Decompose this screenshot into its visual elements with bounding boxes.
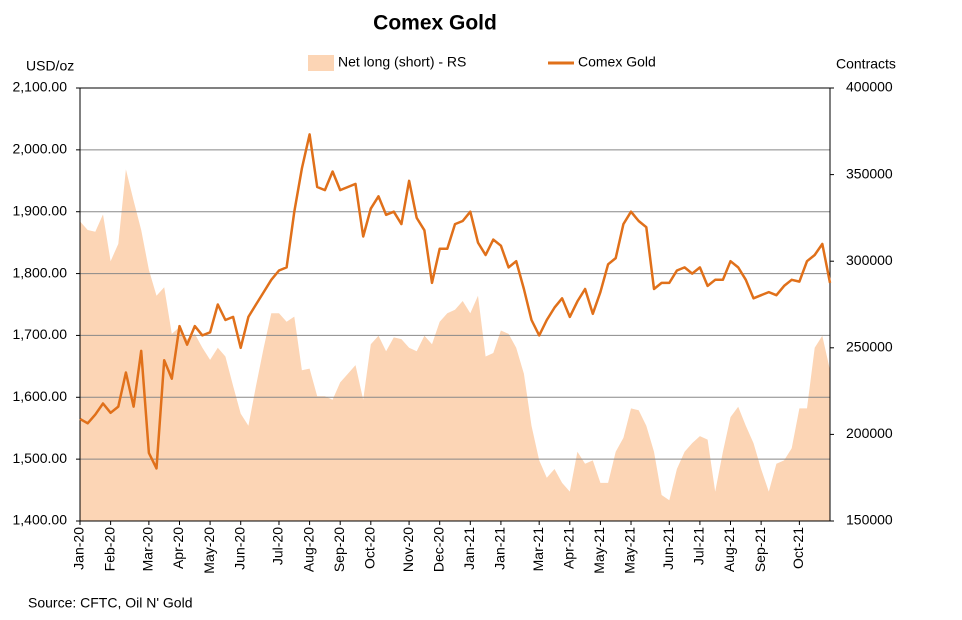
y-tick-label: 1,900.00: [13, 202, 68, 218]
y2-axis-label: Contracts: [836, 56, 896, 72]
x-tick-label: Apr-20: [170, 527, 186, 569]
x-tick-label: May-21: [622, 527, 638, 574]
source-note: Source: CFTC, Oil N' Gold: [28, 595, 193, 611]
x-tick-label: Jul-21: [691, 527, 707, 565]
y-tick-label: 1,700.00: [13, 326, 68, 342]
x-tick-label: May-20: [201, 527, 217, 574]
y2-tick-label: 150000: [846, 512, 893, 528]
x-tick-label: Oct-21: [790, 527, 806, 569]
chart-title: Comex Gold: [373, 12, 497, 35]
y-tick-label: 1,500.00: [13, 450, 68, 466]
y-tick-label: 1,600.00: [13, 388, 68, 404]
x-tick-label: Apr-21: [560, 527, 576, 569]
legend-label: Net long (short) - RS: [338, 54, 466, 70]
y2-tick-label: 350000: [846, 165, 893, 181]
x-tick-label: Jan-21: [461, 527, 477, 570]
y2-tick-label: 300000: [846, 252, 893, 268]
x-tick-label: Dec-20: [430, 527, 446, 572]
x-tick-label: Jan-21: [492, 527, 508, 570]
x-tick-label: Mar-21: [530, 527, 546, 572]
y-tick-label: 2,100.00: [13, 79, 68, 95]
y-tick-label: 1,800.00: [13, 264, 68, 280]
x-tick-label: Sep-21: [752, 527, 768, 572]
area: [80, 169, 830, 521]
y-tick-label: 2,000.00: [13, 141, 68, 157]
x-tick-label: Aug-20: [300, 527, 316, 572]
x-tick-label: Nov-20: [400, 527, 416, 572]
legend-swatch: [308, 55, 334, 71]
plot-frame: [79, 87, 831, 522]
x-tick-label: Mar-20: [140, 527, 156, 572]
x-tick-label: Jun-21: [660, 527, 676, 570]
y2-tick-label: 200000: [846, 425, 893, 441]
y2-tick-label: 250000: [846, 339, 893, 355]
x-tick-label: Aug-21: [721, 527, 737, 572]
y-axis-label: USD/oz: [26, 58, 74, 74]
y-tick-label: 1,400.00: [13, 512, 68, 528]
x-tick-label: Jun-20: [231, 527, 247, 570]
x-tick-label: Jul-20: [270, 527, 286, 565]
x-tick-label: Jan-20: [71, 527, 87, 570]
x-tick-label: Oct-20: [362, 527, 378, 569]
legend-label: Comex Gold: [578, 54, 656, 70]
x-tick-label: Sep-20: [331, 527, 347, 572]
y2-tick-label: 400000: [846, 79, 893, 95]
x-tick-label: May-21: [591, 527, 607, 574]
line: [79, 133, 832, 470]
x-tick-label: Feb-20: [101, 527, 117, 572]
